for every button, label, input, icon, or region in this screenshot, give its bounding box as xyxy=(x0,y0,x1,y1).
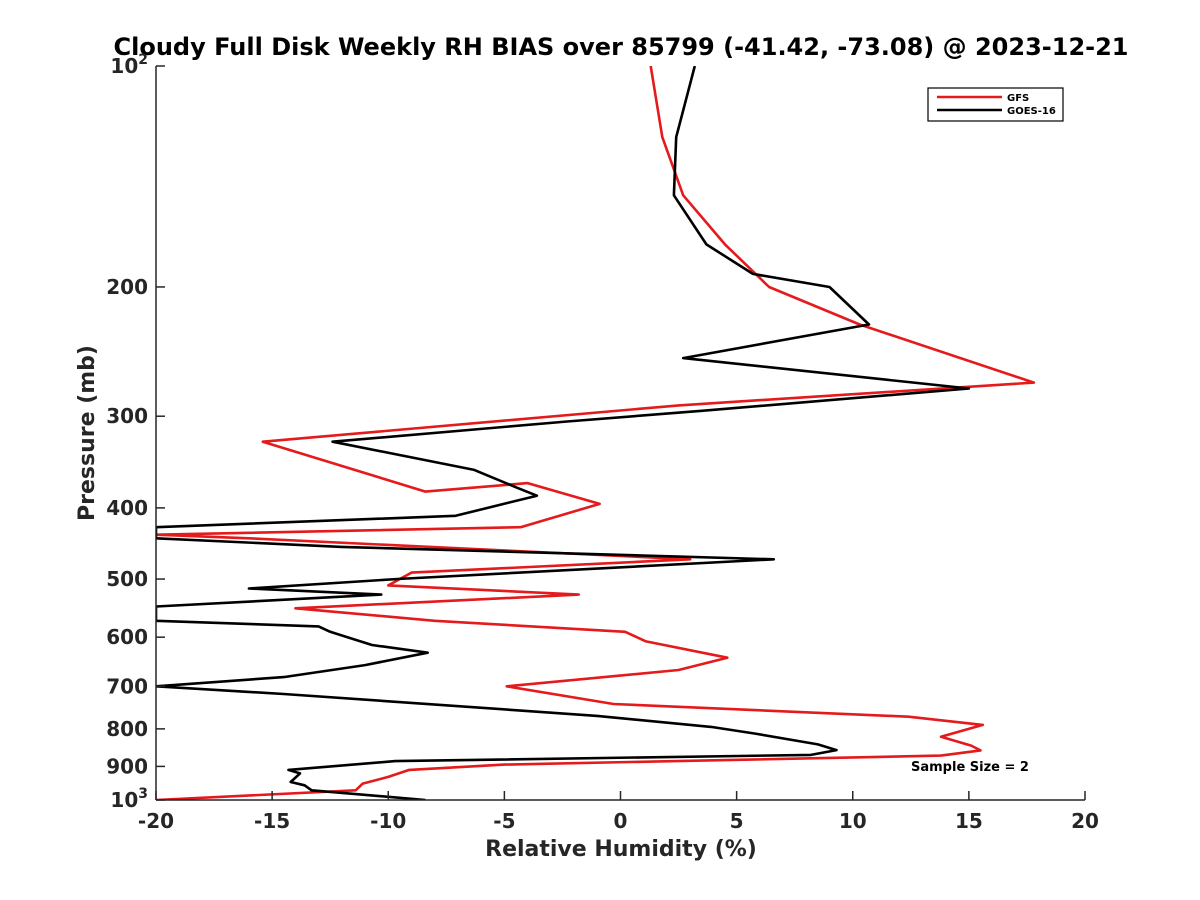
y-tick-label: 103 xyxy=(110,786,148,812)
series-layer xyxy=(156,66,1036,800)
x-axis-label: Relative Humidity (%) xyxy=(485,837,757,862)
x-tick-label: 10 xyxy=(839,809,867,833)
series-line-goes-16 xyxy=(156,66,971,800)
y-tick-label: 400 xyxy=(106,496,148,520)
sample-size-annotation: Sample Size = 2 xyxy=(911,760,1029,775)
legend-label-gfs: GFS xyxy=(1007,93,1029,104)
y-tick-label: 200 xyxy=(106,275,148,299)
x-tick-label: 20 xyxy=(1071,809,1099,833)
x-tick-label: -20 xyxy=(138,809,174,833)
legend-label-goes-16: GOES-16 xyxy=(1007,106,1056,117)
y-tick-label: 600 xyxy=(106,625,148,649)
y-axis-label: Pressure (mb) xyxy=(75,345,100,521)
x-tick-label: -15 xyxy=(254,809,290,833)
chart-title: Cloudy Full Disk Weekly RH BIAS over 857… xyxy=(114,33,1129,61)
x-tick-label: 5 xyxy=(730,809,744,833)
y-tick-label: 500 xyxy=(106,567,148,591)
y-tick-label: 102 xyxy=(110,52,148,78)
series-line-gfs xyxy=(156,66,1036,800)
x-tick-label: 0 xyxy=(614,809,628,833)
y-tick-label: 300 xyxy=(106,404,148,428)
y-tick-label: 800 xyxy=(106,717,148,741)
legend-box xyxy=(927,87,1064,122)
y-tick-label: 900 xyxy=(106,754,148,778)
x-tick-label: 15 xyxy=(955,809,983,833)
legend: GFS GOES-16 xyxy=(927,87,1064,122)
plot-frame xyxy=(156,66,1085,800)
y-tick-label: 700 xyxy=(106,674,148,698)
x-tick-label: -5 xyxy=(493,809,515,833)
x-tick-label: -10 xyxy=(370,809,406,833)
